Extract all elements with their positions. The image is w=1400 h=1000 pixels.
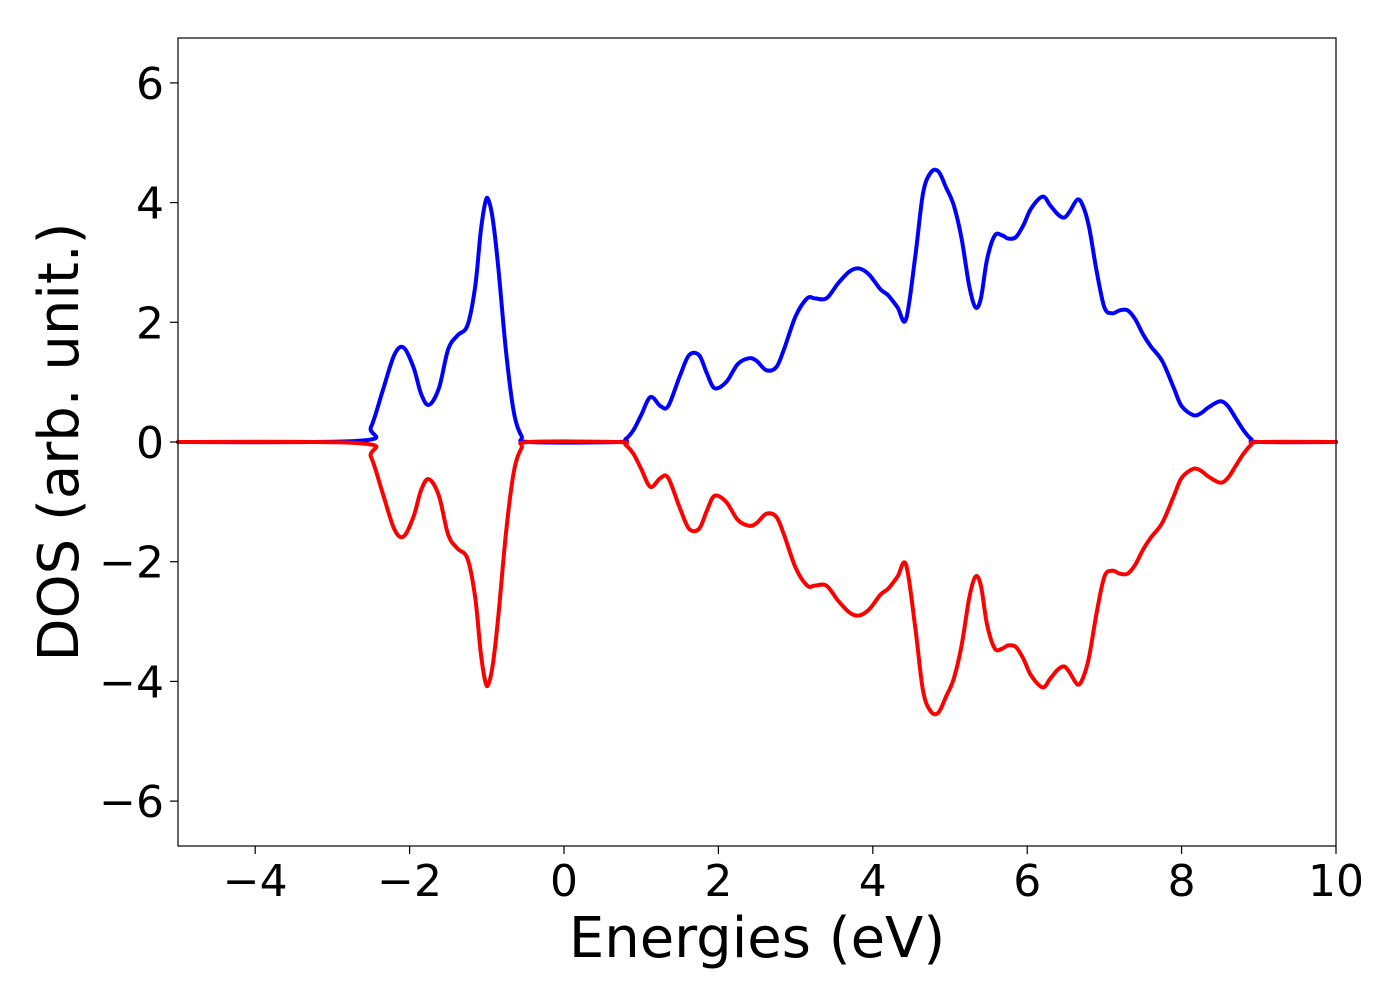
x-tick-label: 10 [1308, 856, 1364, 907]
x-tick-label: 6 [1013, 856, 1041, 907]
x-axis-label: Energies (eV) [569, 906, 945, 971]
x-tick-label: −4 [223, 856, 288, 907]
x-tick-label: 2 [704, 856, 732, 907]
series-line-2 [176, 439, 1338, 717]
y-tick-label: 6 [136, 59, 164, 110]
y-tick-label: 4 [136, 179, 164, 230]
x-tick-label: 4 [859, 856, 887, 907]
y-tick-label: −2 [99, 538, 164, 589]
y-tick-label: −4 [99, 657, 164, 708]
y-tick-label: 0 [136, 418, 164, 469]
y-axis-ticks: −6 −4 −2 0 2 4 6 [99, 59, 178, 828]
x-axis-ticks: −4 −2 0 2 4 6 8 10 [223, 846, 1364, 907]
series-line-1 [176, 167, 1338, 445]
y-tick-label: 2 [136, 298, 164, 349]
x-tick-label: 8 [1168, 856, 1196, 907]
y-axis-label: DOS (arb. unit.) [27, 222, 92, 661]
x-tick-label: −2 [377, 856, 442, 907]
x-tick-label: 0 [550, 856, 578, 907]
series-layer [176, 167, 1338, 717]
y-tick-label: −6 [99, 777, 164, 828]
plot-area-background [178, 38, 1336, 846]
